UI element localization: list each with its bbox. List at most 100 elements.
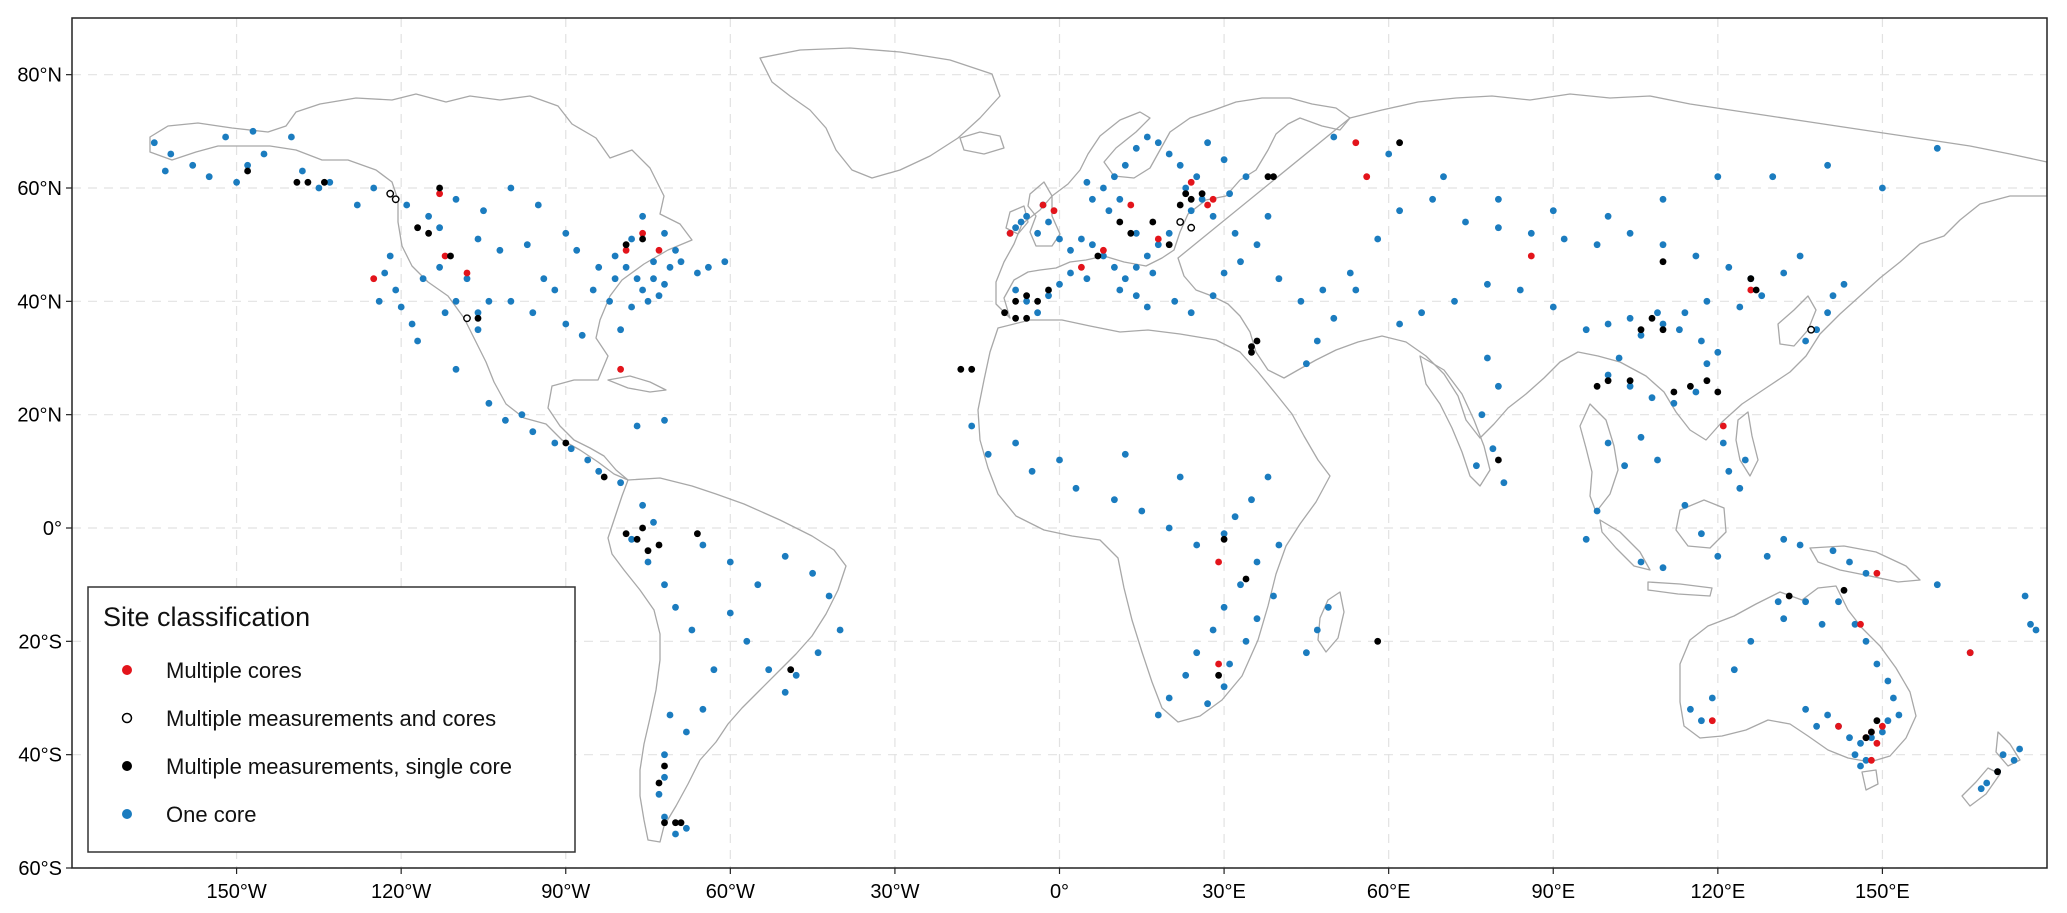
site-point-one-core	[167, 150, 175, 158]
site-point-one-core	[1654, 456, 1661, 464]
site-point-multiple-measurements-single-core	[672, 819, 679, 827]
site-point-multiple-cores	[1204, 201, 1211, 209]
site-point-one-core	[1045, 218, 1052, 226]
y-tick-label: 60°S	[18, 858, 62, 880]
site-point-one-core	[1012, 286, 1019, 294]
site-point-one-core	[650, 518, 657, 526]
site-point-one-core	[1330, 133, 1338, 141]
site-point-one-core	[1626, 229, 1634, 237]
site-point-one-core	[1374, 235, 1382, 243]
site-point-multiple-measurements-single-core	[1637, 326, 1645, 334]
site-point-multiple-cores	[463, 269, 471, 277]
site-point-one-core	[1089, 241, 1096, 249]
site-point-multiple-measurements-single-core	[655, 779, 663, 787]
site-point-one-core	[1116, 286, 1124, 294]
site-point-one-core	[1045, 292, 1052, 300]
site-point-one-core	[655, 292, 663, 300]
site-point-multiple-measurements-single-core	[1215, 671, 1222, 679]
site-point-one-core	[683, 728, 690, 736]
site-point-one-core	[814, 649, 822, 657]
site-point-one-core	[1648, 394, 1656, 402]
site-point-one-core	[1495, 195, 1502, 203]
site-point-one-core	[1297, 297, 1305, 305]
site-point-multiple-cores	[1215, 660, 1222, 668]
site-point-one-core	[1824, 161, 1831, 169]
site-point-one-core	[1121, 275, 1129, 283]
site-point-multiple-measurements-single-core	[1023, 314, 1030, 322]
site-point-one-core	[1143, 133, 1151, 141]
landmass-iceland	[959, 131, 1005, 155]
site-point-one-core	[1143, 303, 1151, 311]
site-point-one-core	[1977, 785, 1985, 793]
site-point-one-core	[1676, 326, 1683, 334]
y-tick-label: 0°	[43, 518, 62, 540]
site-point-one-core	[315, 184, 323, 192]
site-point-multiple-measurements-single-core	[1034, 297, 1041, 305]
site-point-one-core	[666, 711, 674, 719]
site-point-one-core	[1116, 195, 1124, 203]
site-point-one-core	[1626, 314, 1634, 322]
site-point-one-core	[1933, 144, 1941, 152]
site-point-one-core	[1220, 603, 1228, 611]
site-point-one-core	[1111, 263, 1118, 271]
site-point-one-core	[1105, 207, 1113, 215]
landmass-sumatra	[1599, 519, 1651, 571]
site-point-one-core	[721, 258, 729, 266]
site-point-one-core	[809, 569, 816, 577]
site-point-one-core	[1802, 337, 1809, 345]
site-point-one-core	[792, 671, 800, 679]
site-point-multiple-cores	[1719, 422, 1727, 430]
site-point-multiple-cores	[1078, 263, 1085, 271]
site-point-one-core	[1429, 195, 1436, 203]
site-point-one-core	[233, 178, 241, 186]
site-point-one-core	[260, 150, 268, 158]
site-point-one-core	[1933, 581, 1941, 589]
site-point-one-core	[1796, 252, 1804, 260]
site-point-one-core	[1857, 739, 1864, 747]
site-point-one-core	[1165, 524, 1173, 532]
site-point-multiple-cores	[1215, 558, 1222, 566]
site-point-multiple-measurements-single-core	[957, 365, 965, 373]
site-point-one-core	[743, 637, 751, 645]
site-point-one-core	[1275, 541, 1283, 549]
site-point-one-core	[474, 309, 482, 317]
y-tick-label: 20°S	[18, 631, 62, 653]
site-point-one-core	[1352, 286, 1360, 294]
site-point-one-core	[1182, 184, 1190, 192]
site-point-one-core	[694, 269, 701, 277]
site-point-one-core	[1703, 297, 1711, 305]
site-point-one-core	[1440, 173, 1447, 181]
site-point-one-core	[1857, 762, 1864, 770]
site-point-one-core	[1017, 218, 1025, 226]
site-point-one-core	[161, 167, 169, 175]
x-tick-label: 120°W	[371, 881, 431, 903]
site-point-one-core	[1670, 399, 1678, 407]
site-point-multiple-cores	[1100, 246, 1107, 254]
site-point-one-core	[1840, 280, 1848, 288]
site-point-one-core	[1747, 637, 1755, 645]
site-point-multiple-cores	[1966, 649, 1974, 657]
site-point-one-core	[386, 252, 394, 260]
site-point-multiple-cores	[1879, 722, 1886, 730]
site-point-one-core	[1698, 337, 1705, 345]
site-point-one-core	[1758, 292, 1766, 300]
site-point-multiple-measurements-single-core	[293, 178, 301, 186]
site-point-one-core	[529, 428, 537, 436]
site-point-multiple-measurements-single-core	[639, 524, 646, 532]
site-point-one-core	[2032, 626, 2040, 634]
site-point-one-core	[1078, 235, 1085, 243]
site-point-one-core	[1143, 252, 1151, 260]
site-point-one-core	[1253, 558, 1261, 566]
site-point-one-core	[1034, 309, 1041, 317]
y-tick-label: 40°S	[18, 745, 62, 767]
legend-label-multiple-measurements-single-core: Multiple measurements, single core	[166, 754, 512, 779]
site-point-multiple-measurements-single-core	[1714, 388, 1722, 396]
site-point-one-core	[244, 161, 252, 169]
site-point-one-core	[661, 229, 668, 237]
site-point-one-core	[1714, 552, 1722, 560]
site-point-one-core	[1736, 484, 1744, 492]
site-point-one-core	[1193, 541, 1201, 549]
site-point-one-core	[1072, 484, 1080, 492]
site-point-one-core	[1714, 348, 1722, 356]
site-point-one-core	[1703, 360, 1711, 368]
